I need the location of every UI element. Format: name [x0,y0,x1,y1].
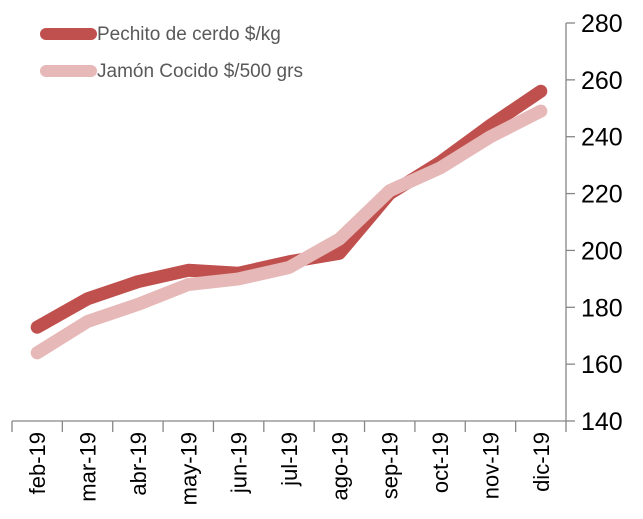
series-line-1 [30,84,548,334]
legend-label: Pechito de cerdo $/kg [97,24,281,45]
x-tick-label: mar-19 [76,432,101,502]
x-tick-label: jun-19 [227,432,252,494]
y-tick-label: 240 [581,124,623,152]
series-line-2 [30,104,548,360]
x-tick-label: sep-19 [378,432,403,499]
y-tick-label: 260 [581,67,623,95]
x-tick-label: ago-19 [327,432,352,501]
y-tick-label: 160 [581,351,623,379]
legend: Pechito de cerdo $/kg Jamón Cocido $/500 … [40,24,303,82]
x-tick-label: abr-19 [126,432,151,496]
x-tick-label: oct-19 [428,432,453,493]
x-tick-label: nov-19 [478,432,503,499]
y-tick-label: 180 [581,294,623,322]
x-axis: feb-19 mar-19 abr-19 may-19 jun-19 jul-19 ago-… [11,420,567,505]
y-axis: 140 160 180 200 220 240 260 280 [565,10,623,436]
legend-label: Jamón Cocido $/500 grs [97,61,303,82]
x-tick-label: may-19 [176,432,201,505]
x-tick-label: jul-19 [277,432,302,487]
y-tick-label: 140 [581,408,623,436]
x-tick-label: feb-19 [25,432,50,494]
series-layer [30,84,548,360]
y-tick-label: 280 [581,10,623,38]
y-tick-label: 220 [581,181,623,209]
y-tick-label: 200 [581,237,623,265]
x-tick-label: dic-19 [529,432,554,492]
